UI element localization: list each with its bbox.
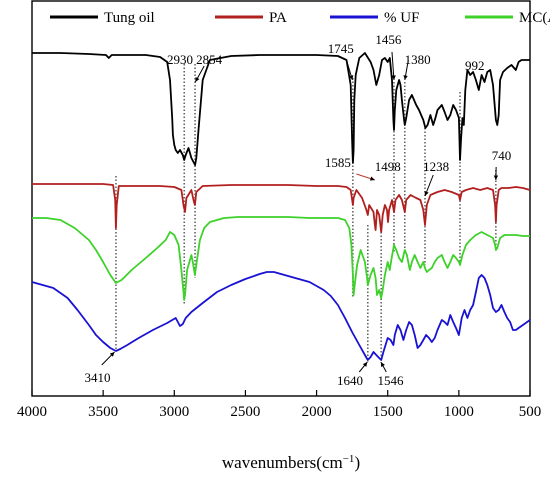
legend-label-uf: % UF bbox=[384, 10, 419, 26]
x-tick-label: 1500 bbox=[373, 404, 403, 420]
peak-arrowhead bbox=[424, 191, 429, 196]
series-line-uf bbox=[31, 271, 531, 361]
x-tick-label: 4000 bbox=[17, 404, 47, 420]
series-line-tung-oil bbox=[32, 52, 530, 166]
peak-arrow bbox=[391, 51, 395, 81]
x-tick-label: 2000 bbox=[302, 404, 332, 420]
peak-arrowhead bbox=[493, 175, 499, 180]
legend-label-pa: PA bbox=[269, 10, 287, 26]
spectra-lines bbox=[31, 52, 531, 361]
x-axis: 4000 3500 3000 2500 2000 1500 1000 500 bbox=[17, 390, 541, 420]
legend-label-mc-a-t: MC(A&T) bbox=[519, 10, 550, 26]
plot-frame bbox=[31, 0, 531, 397]
peak-label-3410: 3410 bbox=[84, 370, 110, 385]
peak-label-740: 740 bbox=[492, 148, 512, 163]
peak-label-1498: 1498 bbox=[375, 159, 401, 174]
peak-label-1585: 1585 bbox=[325, 155, 351, 170]
peak-label-1238: 1238 bbox=[423, 159, 449, 174]
series-line-mc-a-t bbox=[32, 216, 530, 301]
x-tick-label: 500 bbox=[519, 404, 542, 420]
x-tick-label: 3000 bbox=[159, 404, 189, 420]
x-axis-title: wavenumbers(cm−1) bbox=[222, 453, 360, 472]
peak-arrowhead bbox=[380, 362, 385, 367]
legend: Tung oil PA % UF MC(A&T) bbox=[50, 10, 550, 26]
x-tick-label: 3500 bbox=[88, 404, 118, 420]
x-tick-label: 1000 bbox=[444, 404, 474, 420]
peak-label-2930: 2930 bbox=[167, 52, 193, 67]
peak-label-992: 992 bbox=[465, 58, 485, 73]
peak-arrowhead bbox=[391, 75, 396, 80]
peak-arrowhead bbox=[403, 75, 408, 80]
peak-arrowhead bbox=[362, 362, 368, 367]
peak-label-1380: 1380 bbox=[405, 52, 431, 67]
peak-label-1640: 1640 bbox=[337, 373, 363, 388]
legend-label-tung-oil: Tung oil bbox=[104, 10, 155, 26]
peak-arrowhead bbox=[195, 77, 200, 82]
peak-label-1456: 1456 bbox=[375, 32, 402, 47]
series-line-pa bbox=[32, 183, 531, 233]
peak-label-1546: 1546 bbox=[378, 373, 405, 388]
peak-arrowhead bbox=[369, 176, 375, 181]
peak-label-1745: 1745 bbox=[328, 41, 354, 56]
peak-arrowhead bbox=[109, 352, 115, 357]
x-tick-label: 2500 bbox=[230, 404, 260, 420]
